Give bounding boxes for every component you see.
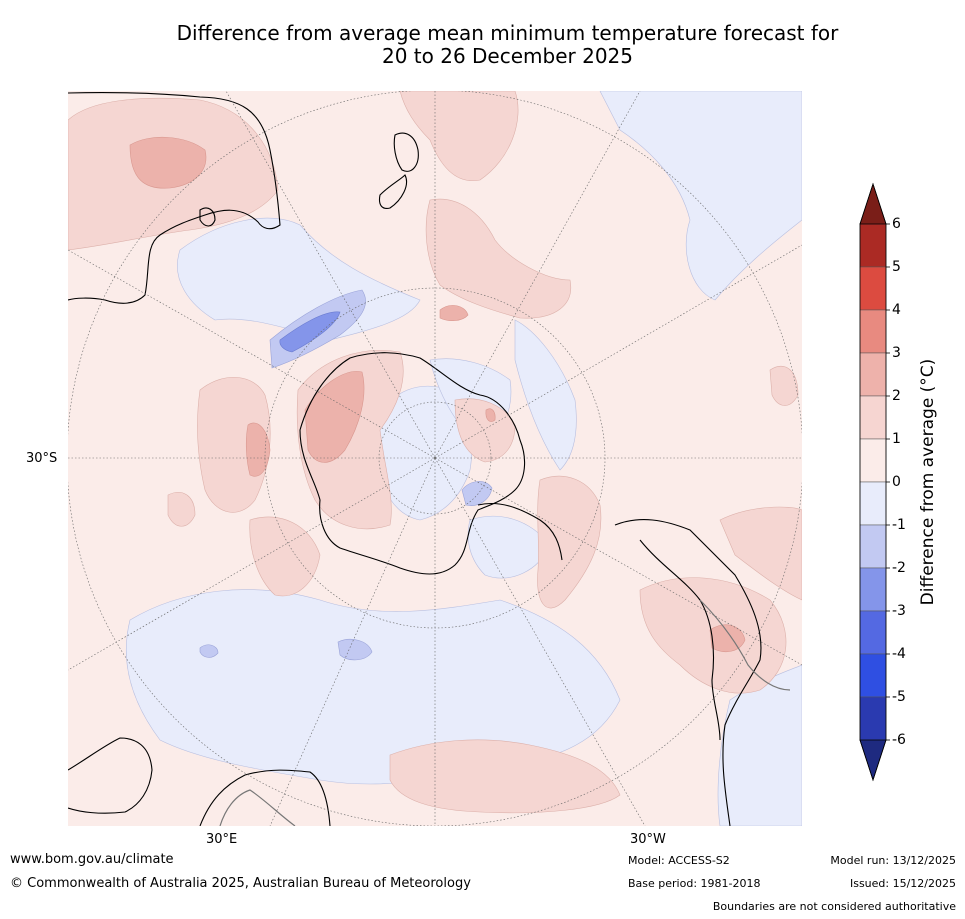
cool-anomaly-stronger bbox=[279, 311, 341, 353]
meridian-150w bbox=[434, 91, 641, 459]
warm-region-east-pacific bbox=[769, 365, 799, 406]
cool-strong-small-1 bbox=[199, 644, 219, 658]
cool-stronger-indian bbox=[279, 311, 341, 353]
warm-anomaly-strong bbox=[129, 136, 746, 653]
colorbar-segment bbox=[859, 653, 887, 698]
border-australia bbox=[219, 789, 296, 826]
colorbar-extend-bottom bbox=[859, 739, 887, 782]
coast-new-zealand-north bbox=[393, 132, 419, 172]
colorbar-segment bbox=[859, 266, 887, 311]
footer-base-period: Base period: 1981-2018 bbox=[628, 877, 761, 890]
cool-strong-pacific bbox=[337, 639, 373, 661]
colorbar bbox=[859, 182, 890, 782]
colorbar-segment bbox=[859, 696, 887, 741]
colorbar-extend-top bbox=[859, 182, 887, 225]
coast-australia bbox=[68, 737, 153, 814]
colorbar-tick-label: -4 bbox=[892, 646, 906, 662]
coast-south-america-west bbox=[639, 539, 721, 741]
coastlines bbox=[68, 92, 762, 826]
footer-model: Model: ACCESS-S2 bbox=[628, 854, 730, 867]
cool-strong-antarctic-peninsula bbox=[461, 481, 493, 506]
warm-strong-pacific bbox=[439, 305, 469, 321]
coast-australia-south bbox=[199, 769, 331, 826]
meridian-30e bbox=[225, 91, 436, 459]
colorbar-tick-label: 3 bbox=[892, 345, 901, 361]
warm-region-pacific-north bbox=[425, 198, 572, 319]
colorbar-segment bbox=[859, 395, 887, 440]
colorbar-tick-label: 5 bbox=[892, 259, 901, 275]
cool-region-atlantic-east bbox=[514, 319, 577, 471]
coast-madagascar bbox=[199, 207, 216, 227]
coast-africa bbox=[68, 92, 281, 304]
title-line-1: Difference from average mean minimum tem… bbox=[176, 21, 839, 45]
title-line-2: 20 to 26 December 2025 bbox=[381, 44, 633, 68]
coast-antarctic-peninsula bbox=[477, 502, 563, 561]
cool-region-antarctica-core bbox=[377, 386, 473, 521]
colorbar-tick-label: 4 bbox=[892, 302, 901, 318]
meridian-120e bbox=[68, 457, 436, 671]
meridian-150e bbox=[269, 457, 436, 826]
colorbar-segment bbox=[859, 223, 887, 268]
warm-strong-indian bbox=[245, 422, 271, 477]
colorbar-label: Difference from average (°C) bbox=[918, 358, 938, 606]
footer-issued: Issued: 15/12/2025 bbox=[849, 877, 956, 890]
coast-new-zealand-south bbox=[378, 174, 408, 209]
footer-url[interactable]: www.bom.gov.au/climate bbox=[10, 852, 174, 867]
colorbar-segment bbox=[859, 309, 887, 354]
colorbar-tick-label: 2 bbox=[892, 388, 901, 404]
colorbar-tick-label: -5 bbox=[892, 689, 906, 705]
colorbar-tick-label: 6 bbox=[892, 216, 901, 232]
warm-region-south-atlantic bbox=[719, 506, 802, 601]
chart-title: Difference from average mean minimum tem… bbox=[60, 22, 955, 68]
meridian-60w bbox=[434, 457, 802, 666]
colorbar-segment bbox=[859, 610, 887, 655]
graticule bbox=[68, 91, 802, 826]
map-area bbox=[68, 91, 802, 826]
footer-copyright: © Commonwealth of Australia 2025, Austra… bbox=[10, 876, 471, 891]
meridian-120w bbox=[434, 244, 802, 459]
colorbar-segment bbox=[859, 438, 887, 483]
warm-strong-africa bbox=[129, 136, 207, 189]
border-south-america bbox=[699, 599, 791, 691]
warm-region-south-pacific-low bbox=[389, 739, 621, 814]
coast-south-america bbox=[614, 519, 762, 826]
borders bbox=[219, 599, 791, 826]
warm-region-small-west bbox=[167, 492, 196, 527]
lon-label-30w: 30°W bbox=[630, 832, 666, 847]
colorbar-tick-label: -2 bbox=[892, 560, 906, 576]
colorbar-tick-label: -3 bbox=[892, 603, 906, 619]
colorbar-segment bbox=[859, 567, 887, 612]
colorbar-segment bbox=[859, 352, 887, 397]
colorbar-tick-label: -6 bbox=[892, 732, 906, 748]
warm-strong-ross-spot bbox=[485, 408, 496, 422]
cool-region-north-atlantic bbox=[599, 91, 802, 301]
footer-model-run: Model run: 13/12/2025 bbox=[830, 854, 956, 867]
warm-region-new-zealand bbox=[399, 91, 519, 182]
coast-antarctica bbox=[299, 352, 526, 575]
cool-region-drake bbox=[467, 515, 551, 579]
warm-region-south-america-pacific bbox=[537, 475, 602, 609]
warm-strong-east-antarctica bbox=[304, 371, 365, 463]
lat-label-30s: 30°S bbox=[26, 451, 58, 466]
cool-region-south-pacific bbox=[125, 589, 621, 785]
colorbar-tick-label: 1 bbox=[892, 431, 901, 447]
lat-circle-80s bbox=[378, 401, 492, 515]
colorbar-tick-label: 0 bbox=[892, 474, 901, 490]
warm-region-indian-mid bbox=[197, 377, 271, 513]
colorbar-segment bbox=[859, 481, 887, 526]
colorbar-segment bbox=[859, 524, 887, 569]
lon-label-30e: 30°E bbox=[206, 832, 238, 847]
meridian-60e bbox=[68, 249, 436, 459]
footer-disclaimer: Boundaries are not considered authoritat… bbox=[712, 900, 956, 913]
warm-anomaly-regions bbox=[68, 91, 802, 814]
meridian-30w bbox=[434, 457, 646, 826]
colorbar-tick-label: -1 bbox=[892, 517, 906, 533]
